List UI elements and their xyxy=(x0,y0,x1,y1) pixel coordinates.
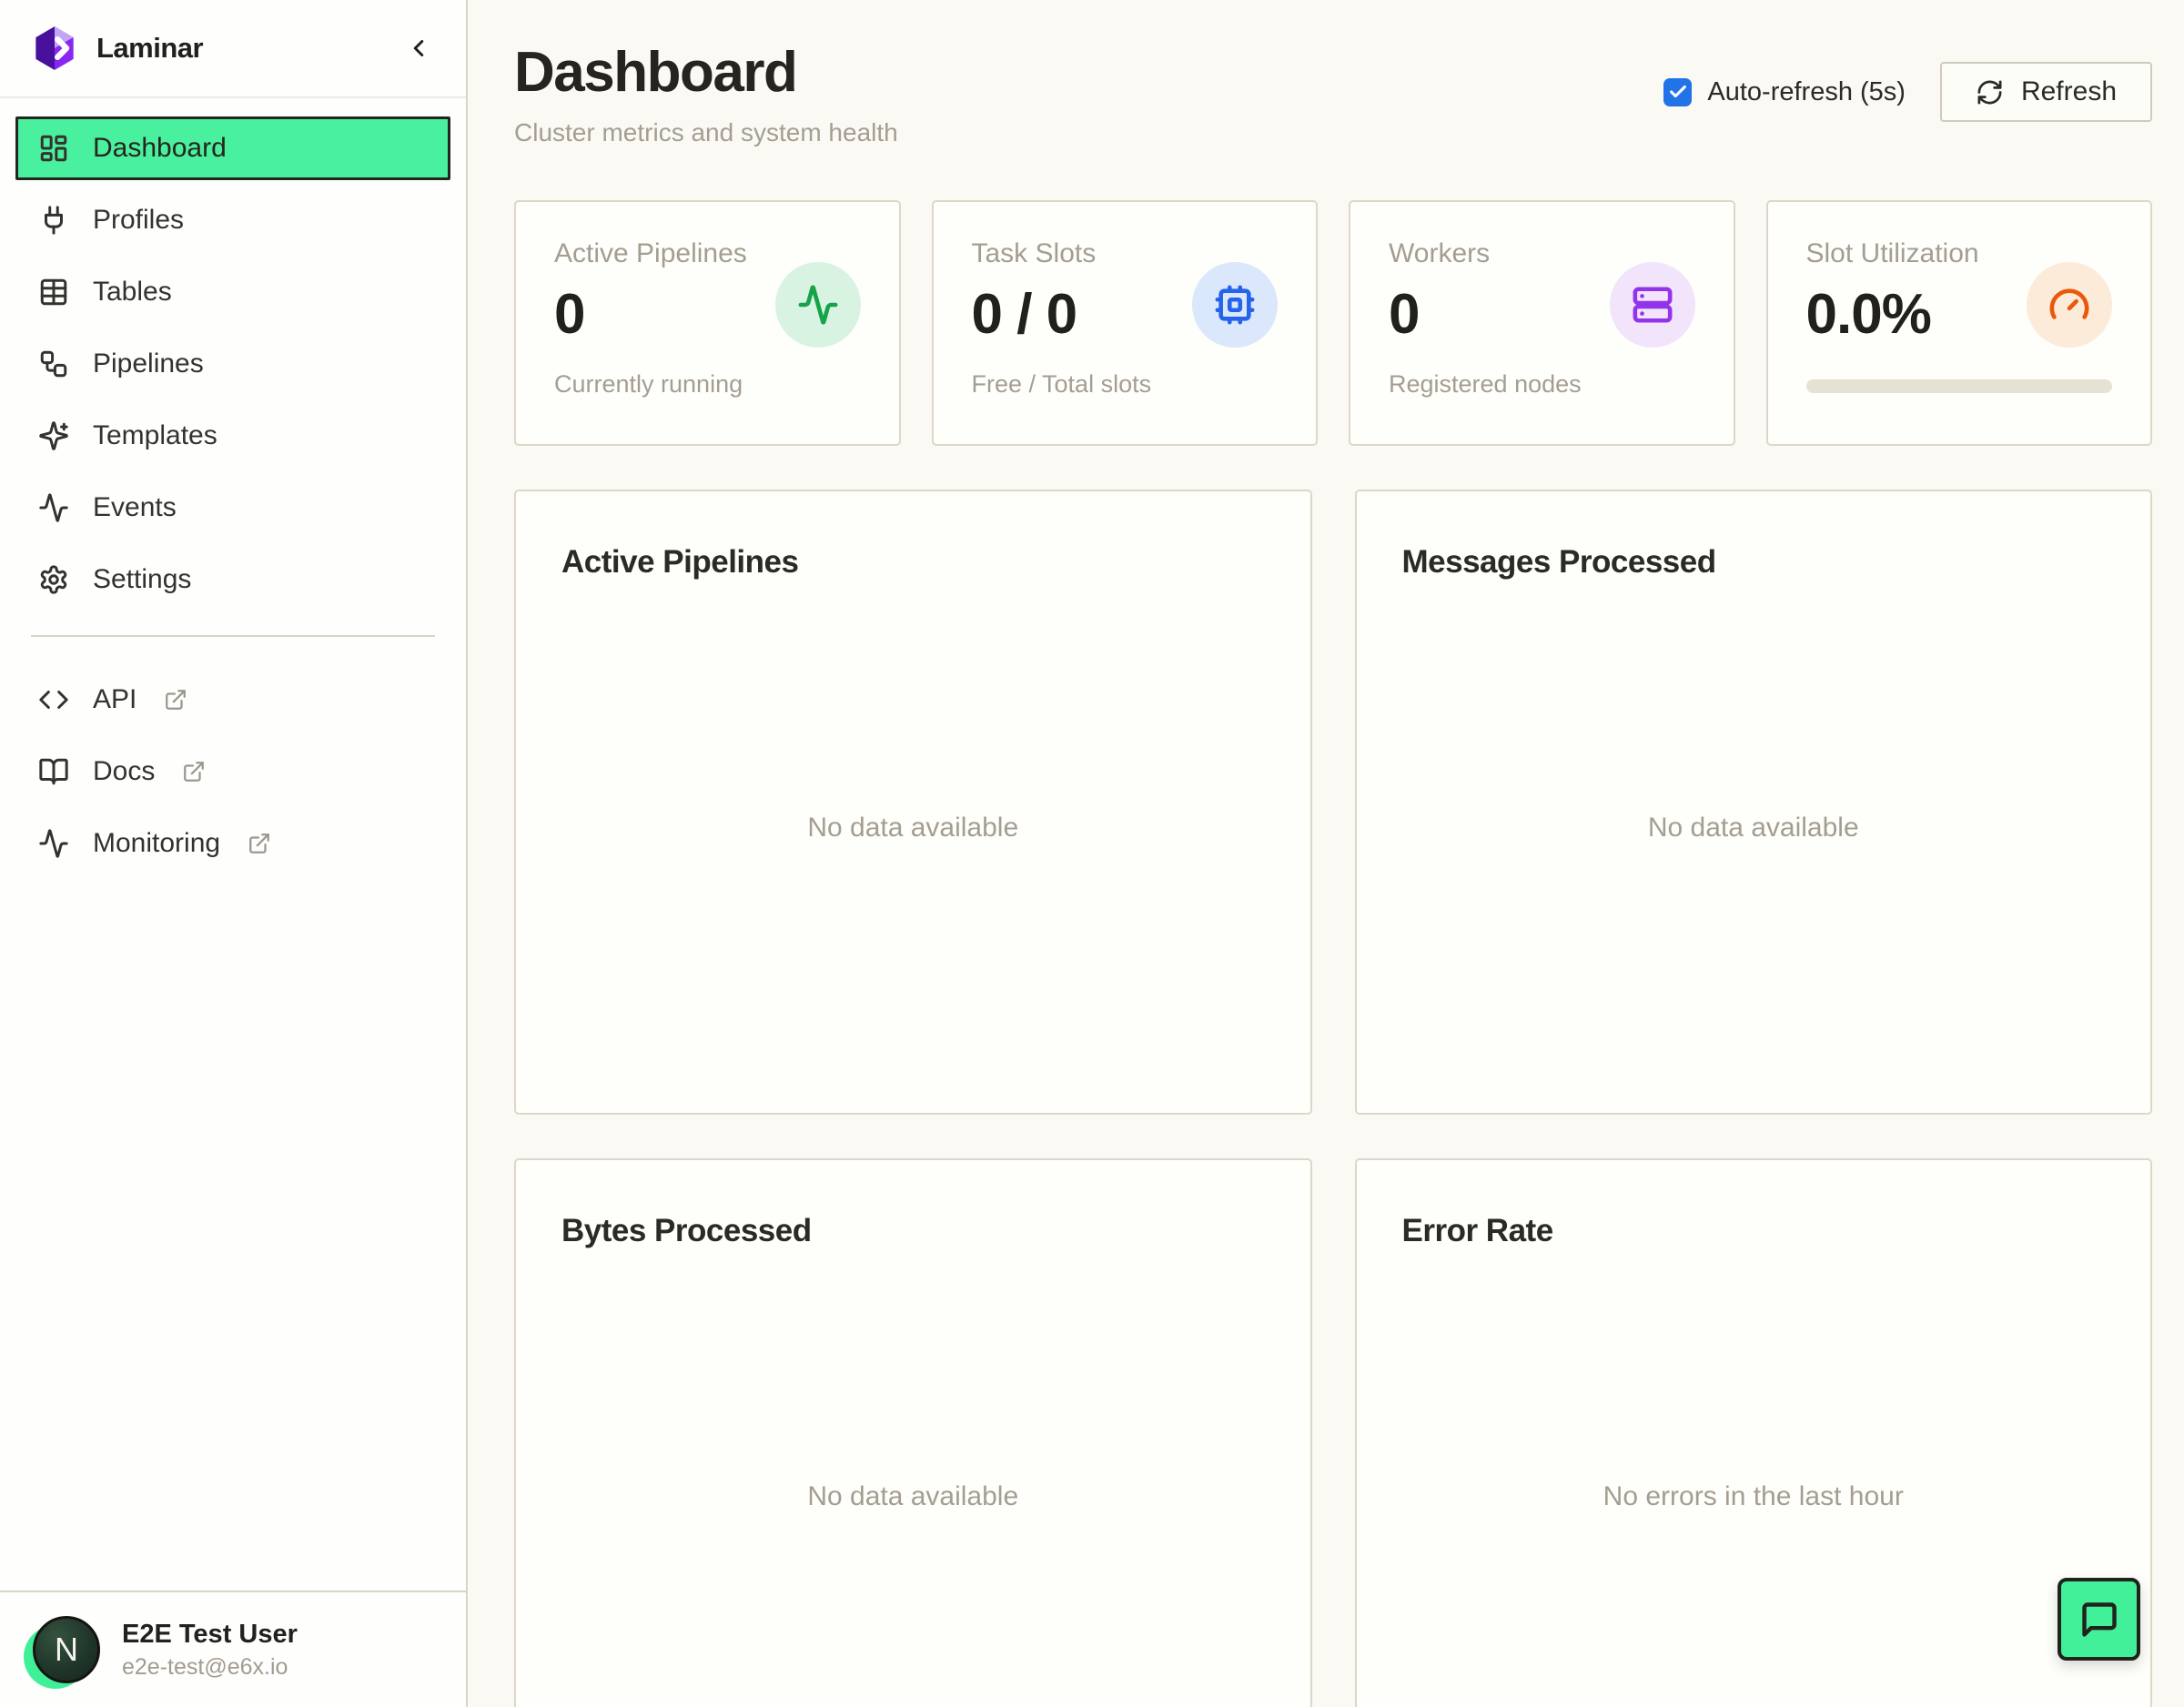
sidebar-item-label: Profiles xyxy=(93,205,185,235)
stat-label: Task Slots xyxy=(971,238,1097,269)
user-email: e2e-test@e6x.io xyxy=(122,1653,288,1680)
stat-value: 0.0% xyxy=(1805,283,1932,347)
user-footer[interactable]: N E2E Test User e2e-test@e6x.io xyxy=(0,1591,466,1707)
stat-value: 0 xyxy=(554,283,585,347)
refresh-button[interactable]: Refresh xyxy=(1939,62,2152,122)
avatar: N xyxy=(24,1616,100,1689)
external-link-icon xyxy=(249,833,269,854)
refresh-icon xyxy=(1977,80,2002,104)
sidebar-item-label: API xyxy=(93,684,137,714)
page-title: Dashboard xyxy=(514,41,798,104)
stat-value: 0 xyxy=(1389,283,1420,347)
cpu-icon xyxy=(1192,262,1278,348)
sidebar-item-label: Settings xyxy=(93,564,192,594)
slot-utilization-progress xyxy=(1805,379,2112,394)
chevron-left-icon xyxy=(413,40,424,56)
chart-title: Active Pipelines xyxy=(561,544,799,581)
gear-icon xyxy=(40,565,67,594)
sidebar-item-label: Dashboard xyxy=(93,133,227,163)
chart-title: Messages Processed xyxy=(1401,544,1717,581)
app-title: Laminar xyxy=(96,32,204,64)
sidebar-item-label: Pipelines xyxy=(93,348,204,379)
stat-card-workers: Workers 0 Registered nodes xyxy=(1349,200,1735,447)
auto-refresh-label: Auto-refresh (5s) xyxy=(1707,76,1906,106)
sidebar: Laminar Dashboard Profiles Tables Pipeli… xyxy=(0,0,468,1707)
stat-card-task-slots: Task Slots 0 / 0 Free / Total slots xyxy=(931,200,1318,447)
dashboard-grid-icon xyxy=(40,135,67,162)
external-link-icon xyxy=(184,762,205,782)
stat-sublabel: Registered nodes xyxy=(1389,370,1582,399)
stat-label: Active Pipelines xyxy=(554,238,747,269)
sidebar-item-label: Events xyxy=(93,492,177,522)
stat-sublabel: Free / Total slots xyxy=(971,370,1152,399)
sparkles-icon xyxy=(39,421,68,450)
sidebar-item-monitoring[interactable]: Monitoring xyxy=(15,812,450,875)
sidebar-item-label: Tables xyxy=(93,277,172,307)
sidebar-item-settings[interactable]: Settings xyxy=(15,548,450,611)
gauge-icon xyxy=(2027,262,2112,348)
plug-icon xyxy=(45,206,63,235)
sidebar-item-events[interactable]: Events xyxy=(15,476,450,540)
header-controls: Auto-refresh (5s) Refresh xyxy=(1663,62,2152,122)
auto-refresh-toggle[interactable]: Auto-refresh (5s) xyxy=(1663,77,1906,107)
chart-empty-state: No errors in the last hour xyxy=(1603,1480,1904,1511)
sidebar-collapse-button[interactable] xyxy=(399,28,439,68)
sidebar-item-templates[interactable]: Templates xyxy=(15,404,450,468)
workflow-icon xyxy=(40,350,67,378)
sidebar-item-api[interactable]: API xyxy=(15,668,450,732)
stat-card-slot-utilization: Slot Utilization 0.0% xyxy=(1765,200,2152,447)
chart-empty-state: No data available xyxy=(807,812,1019,843)
sidebar-nav: Dashboard Profiles Tables Pipelines Temp… xyxy=(0,98,466,884)
avatar-initial: N xyxy=(33,1616,100,1683)
sidebar-item-pipelines[interactable]: Pipelines xyxy=(15,332,450,396)
sidebar-item-label: Docs xyxy=(93,756,156,786)
stat-label: Slot Utilization xyxy=(1805,238,1979,269)
chart-card-bytes-processed: Bytes Processed No data available xyxy=(514,1158,1312,1707)
check-icon xyxy=(1669,85,1686,98)
code-icon xyxy=(39,691,68,709)
stats-row: Active Pipelines 0 Currently running Tas… xyxy=(514,200,2152,447)
book-open-icon xyxy=(39,758,68,785)
page-subtitle: Cluster metrics and system health xyxy=(514,118,898,147)
charts-grid: Active Pipelines No data available Messa… xyxy=(514,490,2152,1707)
sidebar-item-dashboard[interactable]: Dashboard xyxy=(15,116,450,180)
sidebar-item-label: Templates xyxy=(93,420,217,450)
external-link-icon xyxy=(166,690,187,710)
chat-bubble-icon xyxy=(2081,1601,2117,1637)
server-icon xyxy=(1609,262,1695,348)
sidebar-item-profiles[interactable]: Profiles xyxy=(15,188,450,252)
chart-title: Error Rate xyxy=(1401,1213,1554,1249)
sidebar-divider xyxy=(31,635,435,637)
stat-card-active-pipelines: Active Pipelines 0 Currently running xyxy=(514,200,901,447)
chart-card-messages-processed: Messages Processed No data available xyxy=(1354,490,2152,1116)
user-name: E2E Test User xyxy=(122,1620,298,1650)
stat-value: 0 / 0 xyxy=(971,283,1078,347)
chart-empty-state: No data available xyxy=(1647,812,1859,843)
sidebar-item-tables[interactable]: Tables xyxy=(15,260,450,324)
sidebar-header: Laminar xyxy=(0,0,466,98)
chart-title: Bytes Processed xyxy=(561,1213,812,1249)
chart-card-active-pipelines: Active Pipelines No data available xyxy=(514,490,1312,1116)
activity-icon xyxy=(39,829,68,858)
page-header: Dashboard Cluster metrics and system hea… xyxy=(514,41,2152,147)
activity-icon xyxy=(774,262,861,348)
chat-fab-button[interactable] xyxy=(2058,1578,2140,1661)
table-icon xyxy=(40,278,67,306)
stat-sublabel: Currently running xyxy=(554,370,743,399)
activity-icon xyxy=(39,493,68,522)
chart-card-error-rate: Error Rate No errors in the last hour xyxy=(1354,1158,2152,1707)
sidebar-item-docs[interactable]: Docs xyxy=(15,740,450,803)
chart-empty-state: No data available xyxy=(807,1480,1019,1511)
stat-label: Workers xyxy=(1389,238,1491,269)
main-content: Dashboard Cluster metrics and system hea… xyxy=(470,0,2184,1707)
refresh-button-label: Refresh xyxy=(2020,76,2117,106)
auto-refresh-checkbox[interactable] xyxy=(1663,77,1693,106)
sidebar-item-label: Monitoring xyxy=(93,828,221,858)
laminar-logo-icon xyxy=(31,25,78,72)
